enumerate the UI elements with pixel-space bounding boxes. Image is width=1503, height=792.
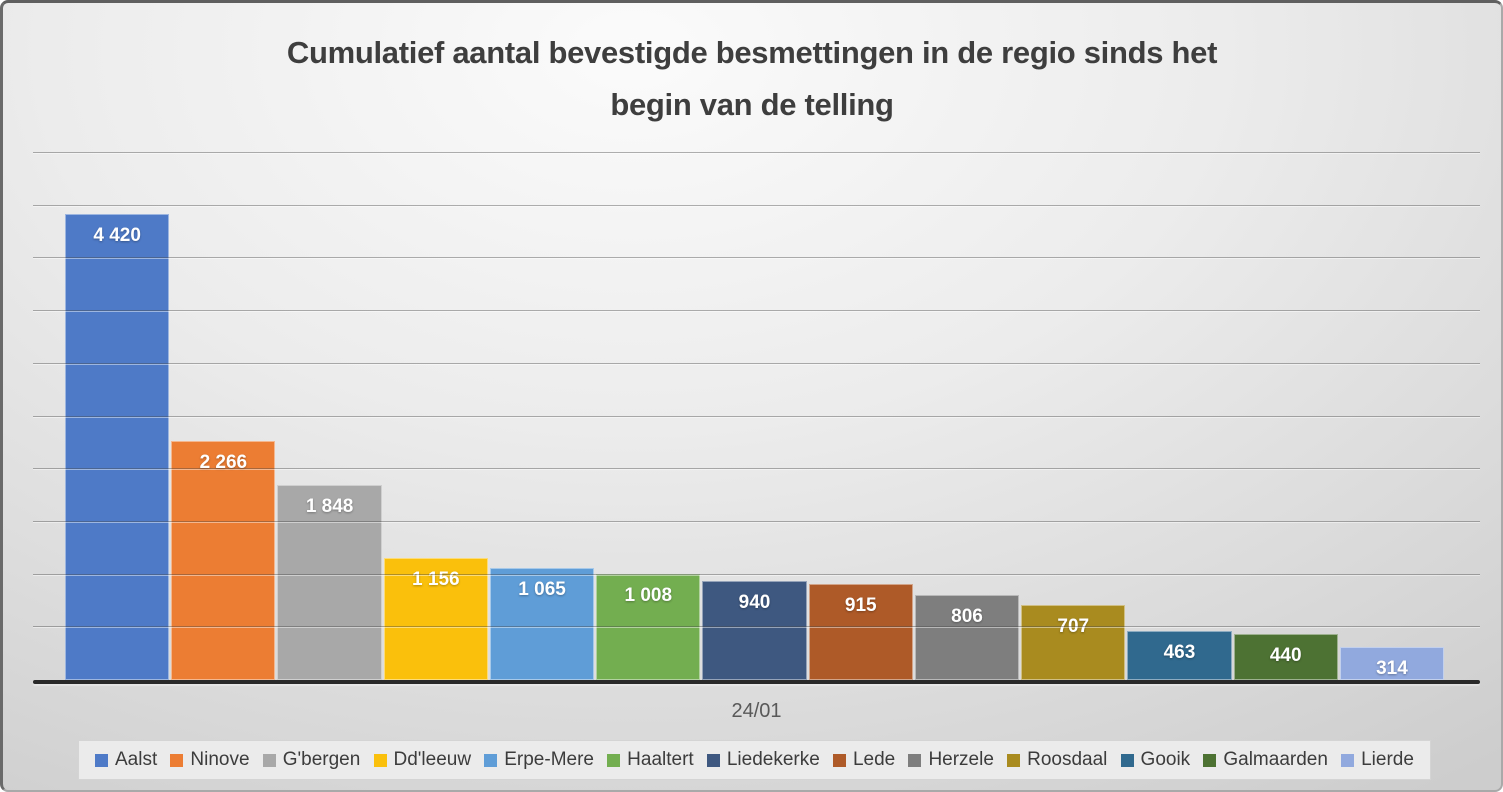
legend-swatch-icon-erpe-mere	[484, 753, 498, 767]
legend-label-galmaarden: Galmaarden	[1223, 749, 1328, 770]
legend-swatch-icon-galmaarden	[1203, 753, 1217, 767]
bar-value-label-erpe-mere: 1 065	[518, 578, 566, 600]
legend-item-aalst: Aalst	[95, 749, 157, 771]
x-axis-tick-label: 24/01	[731, 700, 782, 722]
bar-liedekerke: 940	[702, 580, 807, 680]
legend-item-lede: Lede	[832, 749, 896, 771]
legend-swatch-icon-gooik	[1120, 753, 1134, 767]
legend-swatch-icon-g-bergen	[262, 753, 276, 767]
legend-swatch-icon-lierde	[1341, 753, 1355, 767]
bar-value-label-dd-leeuw: 1 156	[412, 569, 460, 591]
legend-item-herzele: Herzele	[908, 749, 994, 771]
legend-label-ninove: Ninove	[190, 749, 250, 770]
bar-value-label-ninove: 2 266	[199, 452, 248, 474]
x-axis-line	[33, 680, 1480, 684]
legend-label-lierde: Lierde	[1361, 749, 1414, 770]
bar-g-bergen: 1 848	[277, 485, 382, 680]
chart-title-line-1: Cumulatief aantal bevestigde besmettinge…	[286, 35, 1218, 70]
legend-item-haaltert: Haaltert	[607, 749, 694, 771]
bar-value-label-lede: 915	[844, 594, 877, 616]
legend-swatch-icon-lede	[832, 753, 846, 767]
bars-row: 4 420 2 266 1 848 1 156 1 065 1 008 940 915 806 7…	[65, 153, 1445, 680]
bar-value-label-gooik: 463	[1163, 642, 1196, 664]
legend-swatch-icon-roosdaal	[1007, 753, 1021, 767]
bar-dd-leeuw: 1 156	[383, 558, 488, 680]
legend-label-lede: Lede	[852, 749, 896, 770]
bar-ninove: 2 266	[171, 441, 276, 680]
legend-item-liedekerke: Liedekerke	[706, 749, 820, 771]
legend-item-dd-leeuw: Dd'leeuw	[373, 749, 472, 771]
bar-erpe-mere: 1 065	[489, 567, 595, 680]
bar-value-label-haaltert: 1 008	[624, 584, 673, 606]
legend-label-aalst: Aalst	[115, 749, 158, 770]
bar-value-label-galmaarden: 440	[1269, 644, 1302, 666]
legend-label-dd-leeuw: Dd'leeuw	[393, 749, 472, 770]
bar-value-label-aalst: 4 420	[93, 225, 141, 247]
legend-swatch-icon-herzele	[908, 753, 922, 767]
bar-gooik: 463	[1127, 631, 1232, 680]
bar-haaltert: 1 008	[596, 573, 701, 680]
legend-item-g-bergen: G'bergen	[262, 749, 361, 771]
bar-value-label-herzele: 806	[951, 606, 983, 628]
legend-swatch-icon-aalst	[95, 753, 108, 767]
bar-galmaarden: 440	[1233, 633, 1338, 680]
bar-lede: 915	[808, 583, 913, 680]
legend-label-haaltert: Haaltert	[627, 749, 694, 770]
legend-swatch-icon-haaltert	[607, 753, 621, 767]
legend-label-erpe-mere: Erpe-Mere	[504, 749, 594, 770]
legend-label-gooik: Gooik	[1140, 749, 1191, 770]
legend-label-liedekerke: Liedekerke	[726, 749, 820, 770]
bar-value-label-roosdaal: 707	[1057, 616, 1090, 638]
legend-label-g-bergen: G'bergen	[282, 749, 361, 770]
bar-value-label-liedekerke: 940	[738, 591, 771, 613]
bar-herzele: 806	[914, 595, 1020, 680]
legend-item-ninove: Ninove	[170, 749, 250, 771]
bar-value-label-lierde: 314	[1376, 657, 1408, 679]
legend-label-herzele: Herzele	[928, 749, 994, 770]
bar-lierde: 314	[1339, 646, 1445, 680]
bar-value-label-g-bergen: 1 848	[305, 496, 354, 518]
legend-item-lierde: Lierde	[1341, 749, 1414, 771]
bar-aalst: 4 420	[65, 214, 170, 680]
legend: Aalst Ninove G'bergen Dd'leeuw Erpe-Mere Haal…	[78, 740, 1431, 780]
legend-item-erpe-mere: Erpe-Mere	[484, 749, 594, 771]
legend-item-roosdaal: Roosdaal	[1007, 749, 1107, 771]
legend-swatch-icon-dd-leeuw	[373, 753, 387, 767]
legend-item-galmaarden: Galmaarden	[1203, 749, 1328, 771]
legend-item-gooik: Gooik	[1120, 749, 1191, 771]
bar-roosdaal: 707	[1021, 605, 1126, 680]
legend-swatch-icon-ninove	[170, 753, 184, 767]
legend-swatch-icon-liedekerke	[706, 753, 720, 767]
plot-area: 4 420 2 266 1 848 1 156 1 065 1 008 940 915 806 7…	[33, 152, 1480, 680]
chart-title-line-2: begin van de telling	[610, 87, 894, 122]
chart-title: Cumulatief aantal bevestigde besmettinge…	[3, 27, 1501, 131]
legend-label-roosdaal: Roosdaal	[1027, 749, 1108, 770]
